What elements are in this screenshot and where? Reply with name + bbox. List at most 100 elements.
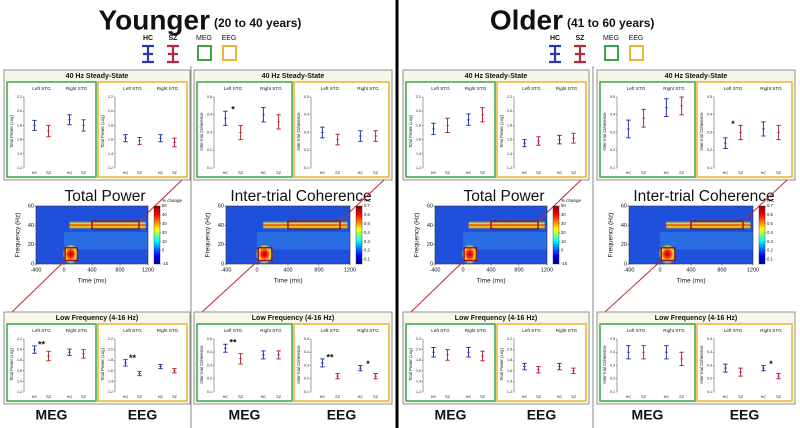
- legend-swatch: [604, 45, 619, 61]
- stg-label: Left STG: [522, 86, 541, 91]
- stg-label: Right STG: [260, 328, 282, 333]
- y-tick-label: 40: [28, 223, 34, 229]
- y-tick-label: 60: [28, 203, 34, 209]
- colorbar: [758, 205, 766, 265]
- x-tick-label: HC: [358, 171, 364, 175]
- highlight-box: [660, 247, 676, 262]
- significance: *: [769, 359, 773, 369]
- x-tick-label: SZ: [776, 395, 782, 399]
- legend-label: SZ: [576, 35, 586, 42]
- colorbar-label: % change: [162, 198, 183, 203]
- y-tick-label: 0.3: [207, 363, 212, 367]
- colorbar-tick-label: -15: [162, 261, 169, 266]
- colorbar-tick-label: 0.2: [364, 248, 370, 253]
- x-tick-label: SZ: [373, 171, 379, 175]
- colorbar-label: ITC: [767, 198, 775, 203]
- stg-label: Right STG: [357, 328, 379, 333]
- x-tick-label: HC: [223, 395, 229, 399]
- x-tick-label: SZ: [276, 395, 282, 399]
- error-bar: [761, 365, 766, 372]
- colorbar-tick-label: 20: [162, 230, 167, 235]
- error-bar: [557, 362, 562, 371]
- significance: **: [38, 339, 46, 349]
- stg-label: Left STG: [724, 328, 743, 333]
- x-tick-label: HC: [761, 395, 767, 399]
- highlight-box: [463, 247, 478, 262]
- stg-label: Right STG: [556, 328, 578, 333]
- x-tick-label: HC: [158, 171, 164, 175]
- x-tick-label: SZ: [238, 171, 244, 175]
- connector: [339, 179, 385, 222]
- legend-label: MEG: [196, 35, 212, 42]
- error-bar: [46, 124, 51, 138]
- x-tick-label: HC: [557, 171, 563, 175]
- x-tick-label: -400: [623, 267, 634, 273]
- y-tick-label: 2.0: [108, 109, 113, 113]
- y-tick-label: 2.2: [17, 337, 22, 341]
- x-tick-label: HC: [320, 171, 326, 175]
- colorbar-tick-label: 50: [162, 203, 167, 208]
- y-tick-label: 1.6: [108, 369, 113, 373]
- x-tick-label: HC: [320, 395, 326, 399]
- panel-title: 40 Hz Steady-State: [262, 73, 325, 80]
- colorbar-tick-label: 0.3: [767, 239, 773, 244]
- error-bar: [776, 372, 781, 380]
- colorbar-tick-label: 30: [561, 221, 566, 226]
- error-bar: [536, 366, 541, 374]
- x-tick-label: SZ: [445, 171, 451, 175]
- error-bar: [536, 136, 541, 146]
- y-axis-label: Inter-trial Coherence: [296, 112, 301, 151]
- connector: [410, 260, 465, 313]
- legend-swatch: [197, 45, 212, 61]
- highlight-box: [257, 247, 273, 262]
- y-axis-label: Total Power (Log): [9, 347, 14, 380]
- x-tick-label: SZ: [641, 171, 647, 175]
- colorbar: [355, 205, 363, 265]
- x-tick-label: SZ: [679, 171, 685, 175]
- y-tick-label: 1.4: [17, 379, 22, 383]
- y-axis-label: Inter-trial Coherence: [602, 345, 607, 384]
- subplot-frame: [599, 81, 696, 178]
- y-tick-label: 0.1: [707, 166, 712, 170]
- error-bar: [480, 107, 485, 123]
- error-bar: [431, 346, 436, 358]
- y-tick-label: 2.2: [507, 95, 512, 99]
- colorbar-label: ITC: [364, 198, 372, 203]
- y-axis-label: Frequency (Hz): [205, 213, 212, 258]
- heatmap-band: [666, 221, 751, 230]
- y-tick-label: 1.6: [507, 369, 512, 373]
- y-tick-label: 0.1: [610, 390, 615, 394]
- heatmap-burst: [255, 244, 274, 264]
- error-bar: [522, 362, 527, 371]
- error-bar: [335, 372, 340, 380]
- stg-label: Left STG: [123, 86, 142, 91]
- x-tick-label: SZ: [445, 395, 451, 399]
- x-tick-label: HC: [261, 171, 267, 175]
- error-bar: [738, 367, 743, 377]
- x-tick-label: -400: [429, 267, 440, 273]
- subplot-frame: [496, 323, 587, 402]
- legend-label: MEG: [603, 35, 619, 42]
- x-tick-label: SZ: [480, 171, 486, 175]
- y-tick-label: 0.3: [304, 130, 309, 134]
- error-bar: [373, 130, 378, 142]
- panel-title: Low Frequency (4-16 Hz): [56, 315, 138, 322]
- colorbar-tick-label: 0.3: [364, 239, 370, 244]
- x-axis-label: Time (ms): [77, 278, 106, 285]
- half-subtitle: (20 to 40 years): [214, 16, 301, 30]
- y-tick-label: 60: [621, 203, 627, 209]
- half-title: Older: [490, 4, 563, 35]
- y-axis-label: Frequency (Hz): [15, 213, 22, 258]
- y-tick-label: 2.0: [507, 109, 512, 113]
- y-tick-label: 40: [218, 223, 224, 229]
- x-tick-label: SZ: [679, 395, 685, 399]
- subplot-frame: [97, 323, 188, 402]
- colorbar-tick-label: 0.7: [767, 203, 773, 208]
- subplot-frame: [293, 323, 390, 402]
- x-axis-label: Time (ms): [676, 278, 705, 285]
- x-tick-label: HC: [223, 171, 229, 175]
- heatmap-patch: [660, 232, 753, 250]
- colorbar-tick-label: 0.7: [364, 203, 370, 208]
- subplot-frame: [293, 81, 390, 178]
